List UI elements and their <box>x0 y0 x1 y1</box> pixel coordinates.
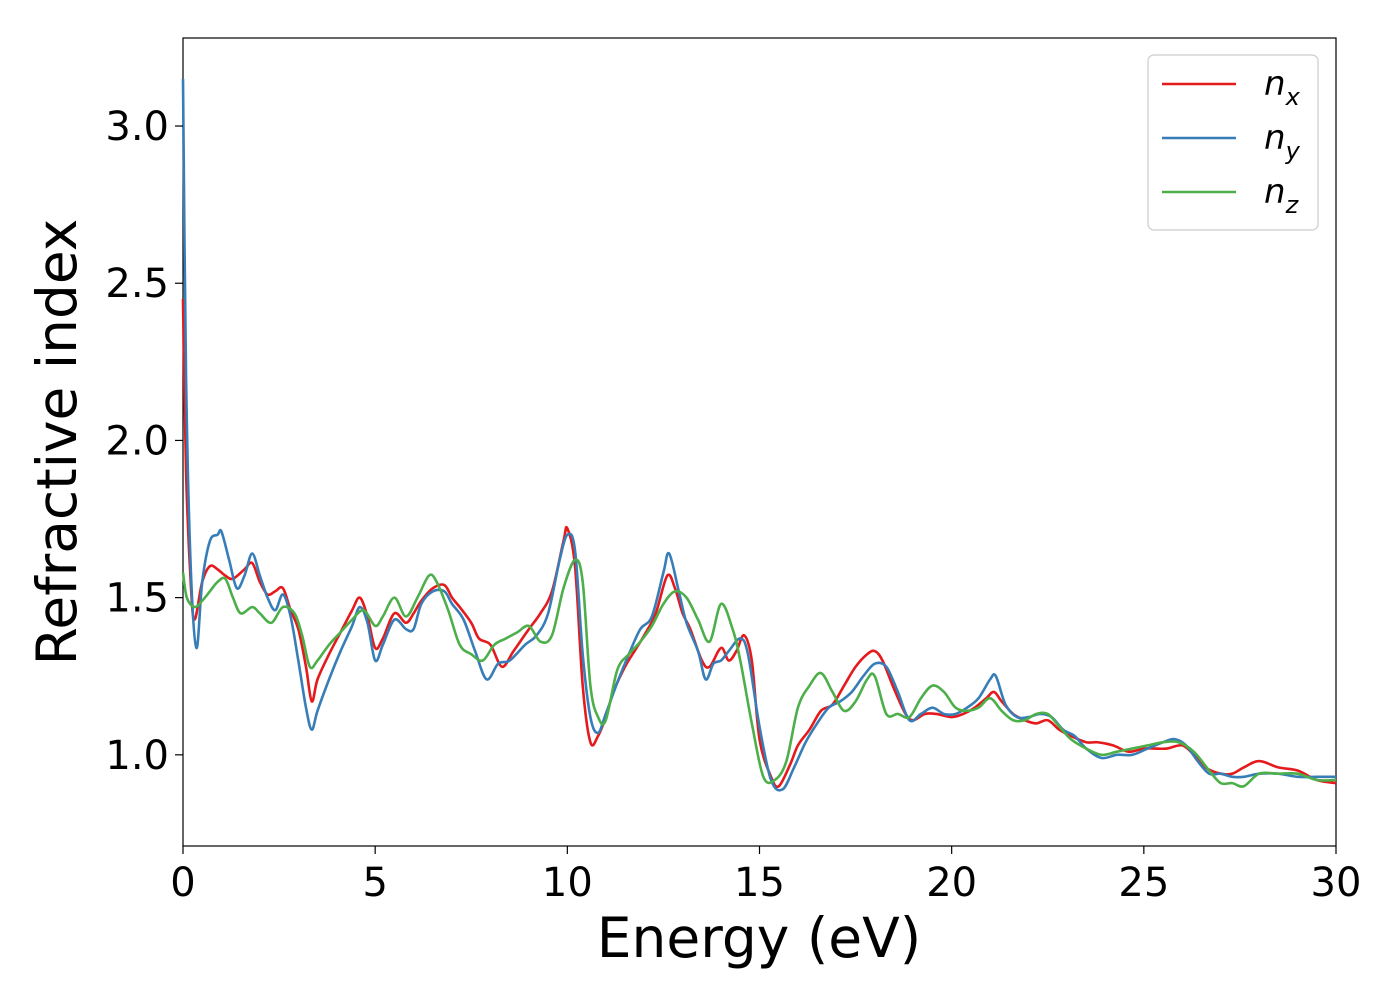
legend-label-ny: ny <box>1264 118 1301 165</box>
y-tick-label: 1.0 <box>105 733 169 779</box>
y-tick-label: 1.5 <box>105 576 169 622</box>
x-tick-label: 5 <box>362 860 387 906</box>
x-tick-label: 10 <box>542 860 593 906</box>
x-tick-label: 25 <box>1118 860 1169 906</box>
legend-label-base: n <box>1264 64 1286 104</box>
legend-label-nz: nz <box>1264 172 1300 219</box>
x-axis-ticks: 0 5 10 15 20 25 30 <box>170 846 1361 906</box>
series-line-nx <box>181 298 1337 789</box>
series-layer <box>181 78 1337 792</box>
plot-area <box>181 37 1337 847</box>
axes-frame <box>182 37 1337 847</box>
x-tick-label: 0 <box>170 860 195 906</box>
legend-label-nx: nx <box>1264 64 1301 111</box>
y-tick-label: 2.5 <box>105 261 169 307</box>
x-tick-label: 30 <box>1311 860 1362 906</box>
legend-box <box>1147 54 1319 231</box>
x-tick-label: 20 <box>926 860 977 906</box>
legend-label-subscript: z <box>1285 191 1300 219</box>
legend-label-subscript: y <box>1285 137 1301 165</box>
legend-label-base: n <box>1264 172 1286 212</box>
legend-label-subscript: x <box>1285 83 1301 111</box>
y-tick-label: 3.0 <box>105 104 169 150</box>
legend-label-base: n <box>1264 118 1286 158</box>
series-line-nz <box>181 558 1337 788</box>
x-axis-title: Energy (eV) <box>597 906 921 970</box>
y-tick-label: 2.0 <box>105 418 169 464</box>
y-axis-title: Refractive index <box>25 219 89 666</box>
x-tick-label: 15 <box>734 860 785 906</box>
y-axis-ticks: 1.0 1.5 2.0 2.5 3.0 <box>105 104 183 779</box>
